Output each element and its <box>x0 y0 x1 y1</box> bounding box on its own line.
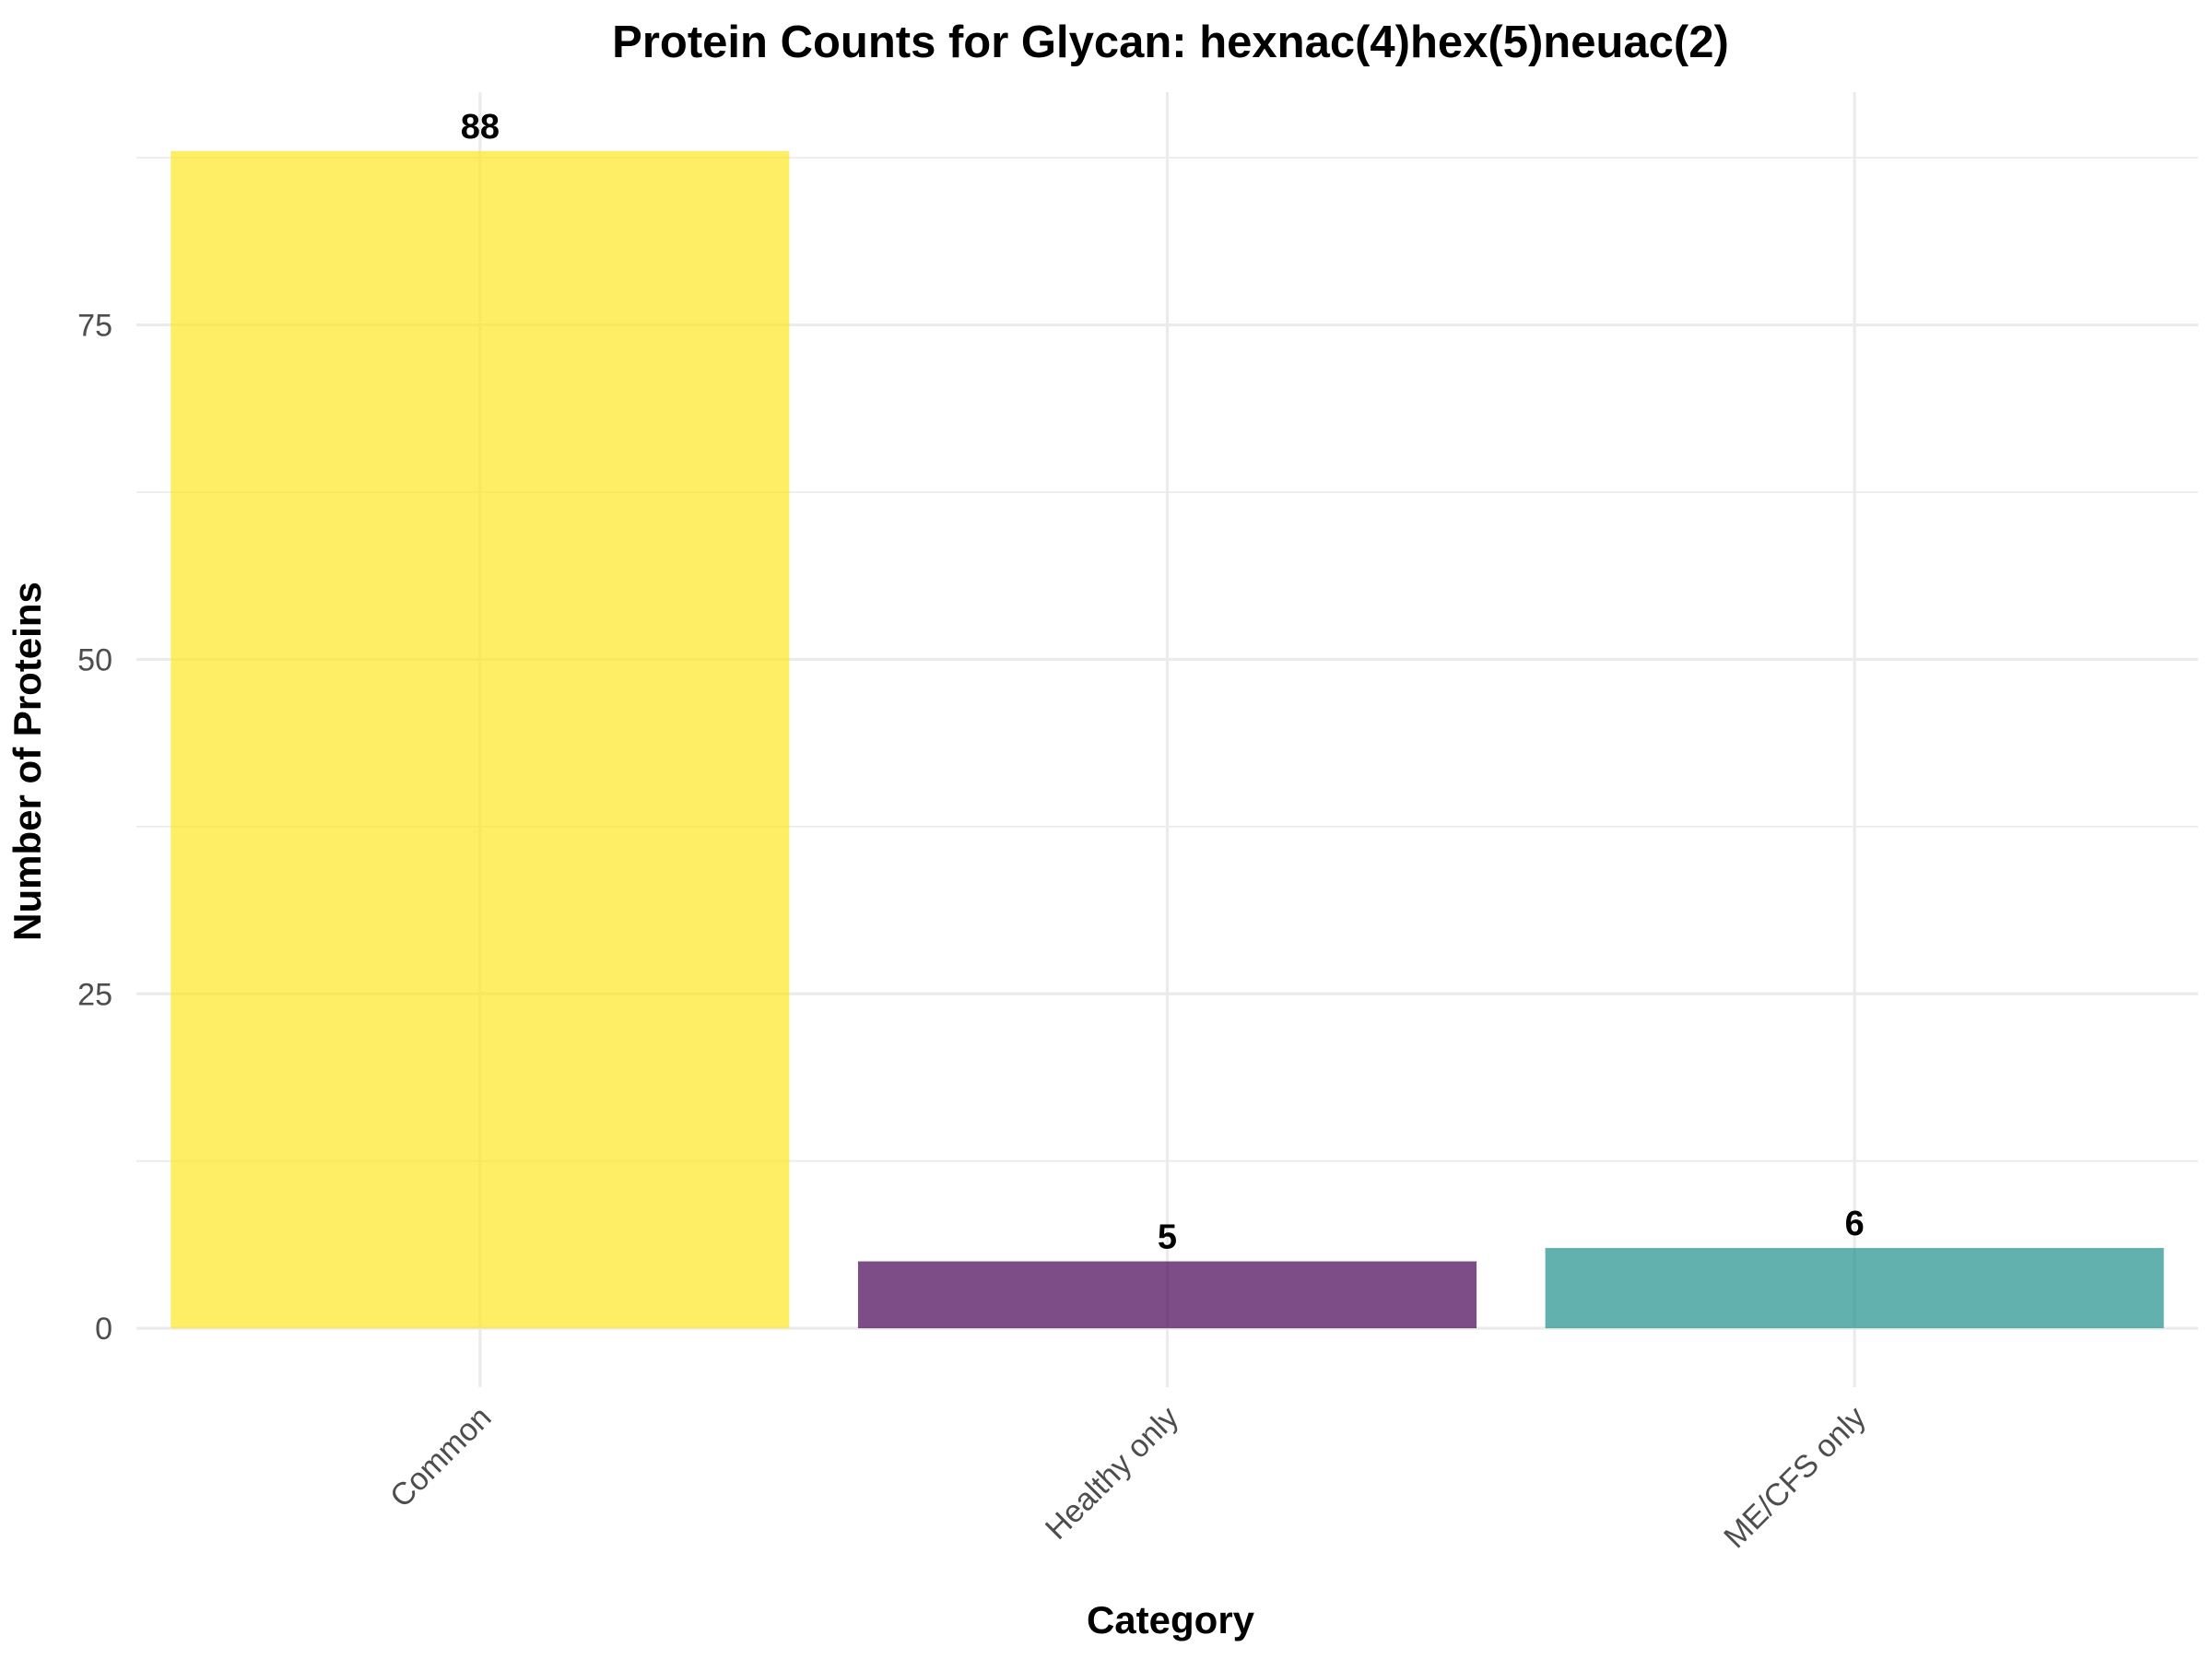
x-tick-label: Common <box>383 1400 498 1514</box>
y-tick-label: 50 <box>77 642 112 677</box>
data-label-2: 6 <box>1845 1205 1865 1243</box>
y-axis-title: Number of Proteins <box>6 582 49 941</box>
bar-2 <box>1545 1248 2164 1329</box>
y-tick-label: 25 <box>77 977 112 1012</box>
y-tick-label: 75 <box>77 309 112 344</box>
bar-0 <box>171 150 790 1329</box>
data-label-1: 5 <box>1158 1218 1177 1257</box>
data-label-0: 88 <box>461 108 500 147</box>
bars <box>171 150 2164 1329</box>
x-axis-title: Category <box>1087 1598 1255 1641</box>
bar-1 <box>857 1261 1477 1329</box>
y-tick-label: 0 <box>95 1312 112 1347</box>
x-tick-label: Healthy only <box>1039 1400 1185 1547</box>
chart-title: Protein Counts for Glycan: hexnac(4)hex(… <box>612 18 1729 67</box>
x-tick-label: ME/CFS only <box>1717 1400 1872 1555</box>
data-labels: 88 5 6 <box>461 108 1865 1257</box>
